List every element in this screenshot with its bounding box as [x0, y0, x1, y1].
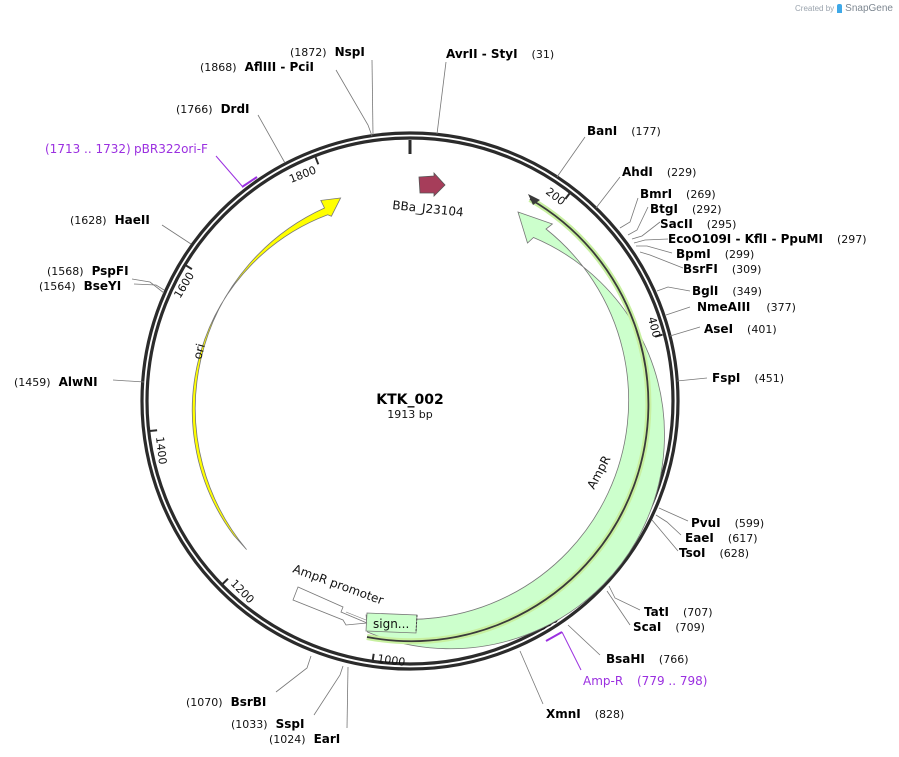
svg-text:EcoO109I - KflI - PpuMI(297): EcoO109I - KflI - PpuMI (297) [668, 232, 867, 246]
site-nspi[interactable]: (1872) NspI [290, 45, 365, 59]
feature-signal-sequence[interactable]: sign... [365, 612, 418, 634]
site-nmeaiii[interactable]: NmeAIII (377) [697, 300, 796, 314]
primer-amp-r[interactable]: Amp-R (779 .. 798) [545, 631, 707, 688]
svg-text:(1868)AflIII - PciI: (1868) AflIII - PciI [200, 60, 314, 74]
site-pvui[interactable]: PvuI (599) [691, 516, 764, 530]
svg-text:AvrII - StyI(31): AvrII - StyI (31) [446, 47, 554, 61]
feature-bba-j23104[interactable]: BBa_J23104 [392, 171, 465, 219]
svg-text:BmrI(269): BmrI (269) [640, 187, 716, 201]
svg-text:(1628)HaeII: (1628) HaeII [70, 213, 150, 227]
svg-text:SacII(295): SacII (295) [660, 217, 736, 231]
snapgene-logo-icon [837, 4, 843, 13]
site-bsrbi[interactable]: (1070) BsrBI [186, 695, 266, 709]
site-bsahi[interactable]: BsaHI (766) [606, 652, 689, 666]
svg-text:(1033)SspI: (1033) SspI [231, 717, 304, 731]
primer-name: Amp-R [583, 674, 623, 688]
svg-text:(1568)PspFI: (1568) PspFI [47, 264, 129, 278]
site-ahdi[interactable]: AhdI (229) [622, 165, 696, 179]
svg-text:BsaHI(766): BsaHI (766) [606, 652, 689, 666]
feature-ori[interactable]: ori [190, 197, 342, 550]
site-btgi[interactable]: BtgI (292) [650, 202, 722, 216]
svg-text:AhdI(229): AhdI (229) [622, 165, 696, 179]
tick-1000: 1000 [377, 652, 407, 669]
primer-pbr322ori-f[interactable]: (1713 .. 1732) pBR322ori-F [45, 142, 258, 188]
svg-text:BsrFI(309): BsrFI (309) [683, 262, 761, 276]
svg-text:NmeAIII(377): NmeAIII (377) [697, 300, 796, 314]
site-bsrfi[interactable]: BsrFI (309) [683, 262, 761, 276]
svg-text:FspI(451): FspI (451) [712, 371, 784, 385]
site-drdi[interactable]: (1766) DrdI [176, 102, 250, 116]
site-leader-lines [112, 59, 708, 729]
site-fspi[interactable]: FspI (451) [712, 371, 784, 385]
primer-range: (779 .. 798) [637, 674, 707, 688]
site-bseyi[interactable]: (1564) BseYI [39, 279, 121, 293]
ampr-label: AmpR [584, 453, 613, 491]
svg-text:XmnI(828): XmnI (828) [546, 707, 624, 721]
svg-text:EaeI(617): EaeI (617) [685, 531, 758, 545]
svg-text:(1070)BsrBI: (1070) BsrBI [186, 695, 266, 709]
credit-brand: SnapGene [845, 3, 893, 14]
svg-text:(1564)BseYI: (1564) BseYI [39, 279, 121, 293]
svg-text:TatI(707): TatI (707) [644, 605, 713, 619]
signal-sequence-label: sign... [373, 617, 409, 631]
tick-400: 400 [645, 315, 663, 339]
svg-text:TsoI(628): TsoI (628) [679, 546, 749, 560]
restriction-sites: AvrII - StyI (31) BanI (177) AhdI (229) Bmr… [14, 45, 867, 746]
primer-range: (1713 .. 1732) [45, 142, 131, 156]
svg-text:ScaI(709): ScaI (709) [633, 620, 705, 634]
primer-name: pBR322ori-F [134, 142, 208, 156]
plasmid-length: 1913 bp [387, 408, 432, 421]
site-avrii[interactable]: AvrII - StyI (31) [446, 47, 554, 61]
site-sspi[interactable]: (1033) SspI [231, 717, 304, 731]
site-bani[interactable]: BanI (177) [587, 124, 661, 138]
site-bpmi[interactable]: BpmI (299) [676, 247, 754, 261]
site-bmri[interactable]: BmrI (269) [640, 187, 716, 201]
site-scai[interactable]: ScaI (709) [633, 620, 705, 634]
plasmid-backbone[interactable] [140, 131, 680, 671]
svg-text:BpmI(299): BpmI (299) [676, 247, 754, 261]
site-haeii[interactable]: (1628) HaeII [70, 213, 150, 227]
site-tati[interactable]: TatI (707) [644, 605, 713, 619]
site-tsoi[interactable]: TsoI (628) [679, 546, 749, 560]
ampr-orf-line [366, 194, 652, 645]
site-bgli[interactable]: BglI (349) [692, 284, 762, 298]
plasmid-title-block: KTK_002 1913 bp [376, 392, 443, 421]
svg-text:(1766)DrdI: (1766) DrdI [176, 102, 250, 116]
svg-text:(1024)EarI: (1024) EarI [269, 732, 340, 746]
svg-text:PvuI(599): PvuI (599) [691, 516, 764, 530]
site-alwni[interactable]: (1459) AlwNI [14, 375, 98, 389]
site-asei[interactable]: AseI (401) [704, 322, 777, 336]
ori-label: ori [190, 342, 208, 361]
tick-1400: 1400 [153, 436, 169, 465]
svg-text:(1459)AlwNI: (1459) AlwNI [14, 375, 98, 389]
svg-text:AseI(401): AseI (401) [704, 322, 777, 336]
svg-text:(1872)NspI: (1872) NspI [290, 45, 365, 59]
site-eaei[interactable]: EaeI (617) [685, 531, 758, 545]
snapgene-credit: Created by SnapGene [795, 3, 893, 14]
svg-text:BanI(177): BanI (177) [587, 124, 661, 138]
site-afliii[interactable]: (1868) AflIII - PciI [200, 60, 314, 74]
site-sacii[interactable]: SacII (295) [660, 217, 736, 231]
plasmid-name: KTK_002 [376, 392, 443, 408]
feature-ampr[interactable]: AmpR [365, 211, 665, 650]
svg-text:BglI(349): BglI (349) [692, 284, 762, 298]
site-eari[interactable]: (1024) EarI [269, 732, 340, 746]
bba-j23104-label: BBa_J23104 [392, 198, 465, 219]
site-xmni[interactable]: XmnI (828) [546, 707, 624, 721]
svg-text:BtgI(292): BtgI (292) [650, 202, 722, 216]
site-pspfi[interactable]: (1568) PspFI [47, 264, 129, 278]
site-eco0109i[interactable]: EcoO109I - KflI - PpuMI (297) [668, 232, 867, 246]
credit-prefix: Created by [795, 4, 835, 13]
